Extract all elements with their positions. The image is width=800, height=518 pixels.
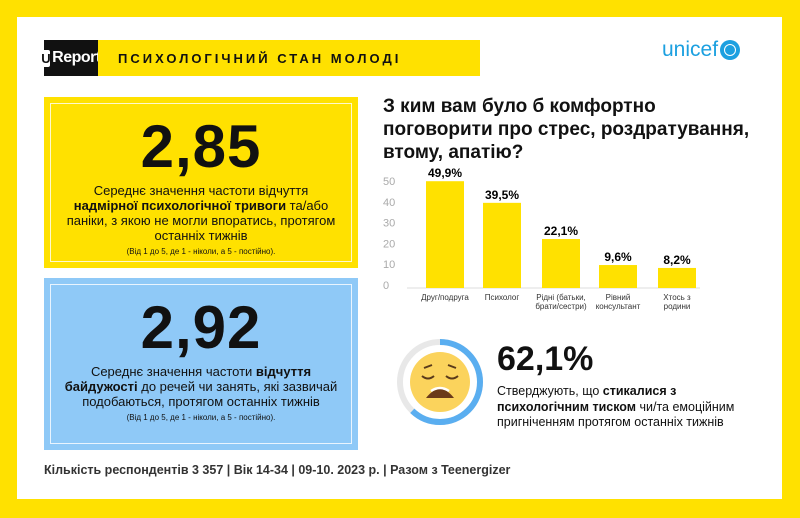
data-label: 8,2% xyxy=(663,253,691,267)
scale-note: (Від 1 до 5, де 1 - ніколи, а 5 - постій… xyxy=(126,247,276,256)
bar xyxy=(542,239,580,288)
bar xyxy=(599,265,637,288)
y-tick-label: 20 xyxy=(383,238,395,250)
data-label: 9,6% xyxy=(604,250,632,264)
category-label: Рідні (батьки, xyxy=(536,293,586,302)
y-tick-label: 10 xyxy=(383,259,395,271)
ureport-logo-text: Report xyxy=(52,49,101,66)
category-label: консультант xyxy=(596,302,641,311)
data-label: 49,9% xyxy=(428,166,462,180)
pressure-value: 62,1% xyxy=(497,340,594,378)
y-tick-label: 30 xyxy=(383,218,395,230)
ureport-logo: U Report xyxy=(41,40,101,76)
indifference-stat-box: 2,92 Середнє значення частоти відчуття б… xyxy=(44,278,358,450)
unicef-logo: unicef xyxy=(662,38,741,62)
category-label: родини xyxy=(664,302,691,311)
bar xyxy=(426,181,464,288)
bar xyxy=(658,267,696,288)
indifference-description: Середнє значення частоти відчуття байдуж… xyxy=(44,364,358,425)
scale-note: (Від 1 до 5, де 1 - ніколи, а 5 - постій… xyxy=(126,413,276,422)
data-label: 39,5% xyxy=(485,188,519,202)
anxiety-description: Середнє значення частоти відчуття надмір… xyxy=(44,183,358,259)
anxiety-stat-box: 2,85 Середнє значення частоти відчуття н… xyxy=(44,97,358,268)
y-tick-label: 0 xyxy=(383,280,389,292)
data-label: 22,1% xyxy=(544,224,578,238)
page-title: ПСИХОЛОГІЧНИЙ СТАН МОЛОДІ xyxy=(98,40,480,76)
category-label: брати/сестри) xyxy=(535,302,587,311)
chart-title: З ким вам було б комфортно поговорити пр… xyxy=(383,96,750,163)
tired-face-icon xyxy=(410,352,470,412)
category-label: Рівний xyxy=(606,293,631,302)
category-label: Хтось з xyxy=(663,293,691,302)
ureport-mark: U xyxy=(41,49,51,67)
bar xyxy=(483,202,521,288)
indifference-value: 2,92 xyxy=(140,294,262,361)
category-label: Психолог xyxy=(485,293,520,302)
category-label: Друг/подруга xyxy=(421,293,469,302)
progress-ring xyxy=(397,339,483,425)
unicef-globe-icon xyxy=(720,40,741,60)
anxiety-value: 2,85 xyxy=(140,113,262,180)
footer-note: Кількість респондентів 3 357 | Вік 14-34… xyxy=(44,463,511,477)
unicef-logo-text: unicef xyxy=(662,38,719,61)
y-tick-label: 50 xyxy=(383,176,395,188)
y-tick-label: 40 xyxy=(383,197,395,209)
pressure-description: Стверджують, що стикалися з психологічни… xyxy=(497,384,735,429)
